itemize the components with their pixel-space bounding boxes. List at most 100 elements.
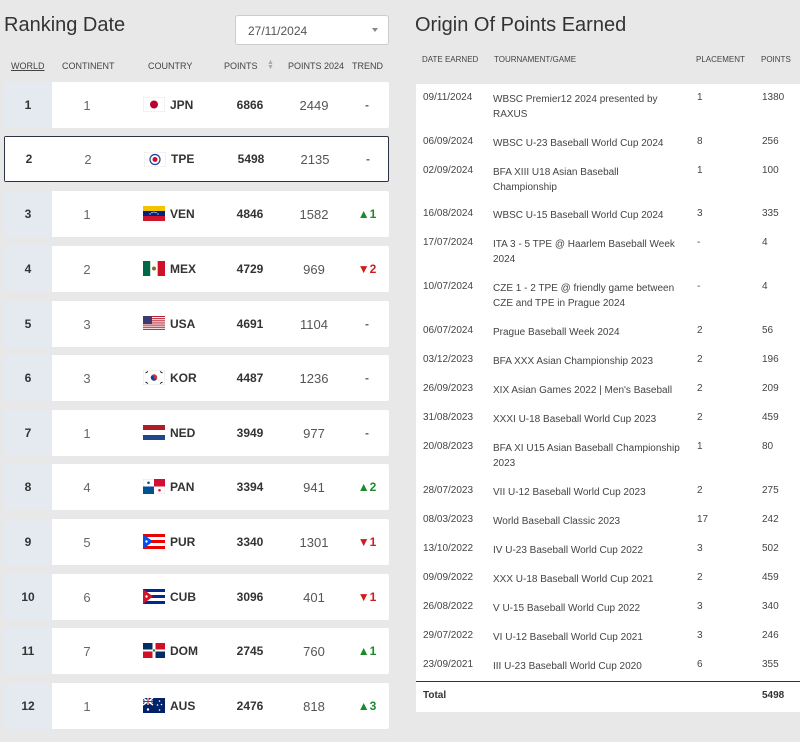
ranking-row[interactable]: 6 3 KOR 4487 1236 -: [4, 355, 389, 401]
flag-icon: [143, 534, 165, 549]
world-rank: 6: [4, 355, 52, 401]
ranking-row[interactable]: 3 1 VEN 4846 1582 ▲1: [4, 191, 389, 237]
ranking-row[interactable]: 10 6 CUB 3096 401 ▼1: [4, 574, 389, 620]
continent-rank: 5: [83, 534, 91, 550]
points-value: 3096: [236, 590, 264, 604]
ranking-date-title: Ranking Date: [4, 14, 126, 36]
continent-rank: 2: [83, 261, 91, 277]
points-value: 4691: [236, 317, 264, 331]
world-rank: 1: [4, 82, 52, 128]
ranking-row[interactable]: 4 2 MEX 4729 969 ▼2: [4, 246, 389, 292]
ranking-row[interactable]: 8 4 PAN 3394 941 ▲2: [4, 464, 389, 510]
points-value: 2476: [236, 699, 264, 713]
ranking-date-select[interactable]: 27/11/2024: [235, 15, 389, 45]
placement-value: 1: [697, 92, 703, 103]
placement-value: 17: [697, 514, 709, 525]
trend-value: -: [365, 317, 369, 331]
header-points[interactable]: POINTS: [224, 61, 258, 71]
world-rank: 4: [4, 246, 52, 292]
points-value: 4846: [236, 207, 264, 221]
trend-value: ▼2: [357, 262, 377, 276]
ranking-row[interactable]: 12 1 AUS 2476 818 ▲3: [4, 683, 389, 729]
origin-table: Total 5498 09/11/2024 WBSC Premier12 2024…: [416, 84, 800, 712]
ranking-row[interactable]: 9 5 PUR 3340 1301 ▼1: [4, 519, 389, 565]
points-2024-value: 1301: [299, 534, 329, 550]
tournament-name: ITA 3 - 5 TPE @ Haarlem Baseball Week 20…: [493, 239, 675, 265]
points-2024-value: 1236: [299, 370, 329, 386]
header-trend[interactable]: TREND: [352, 61, 383, 71]
date-earned: 09/09/2022: [423, 572, 474, 583]
ranking-row[interactable]: 1 1 JPN 6866 2449 -: [4, 82, 389, 128]
points-value: 5498: [237, 152, 265, 166]
origin-points-value: 275: [762, 485, 779, 496]
header-placement: PLACEMENT: [696, 55, 745, 64]
continent-rank: 3: [83, 316, 91, 332]
flag-icon: [142, 96, 166, 113]
world-rank: 11: [4, 628, 52, 674]
date-earned: 03/12/2023: [423, 354, 474, 365]
continent-rank: 6: [83, 589, 91, 605]
tournament-name: Prague Baseball Week 2024: [493, 327, 620, 338]
continent-rank: 3: [83, 370, 91, 386]
flag-icon: [143, 261, 165, 276]
placement-value: 2: [697, 325, 703, 336]
header-world[interactable]: WORLD: [11, 61, 45, 71]
placement-value: 1: [697, 441, 703, 452]
flag-icon: [143, 643, 165, 658]
placement-value: 3: [697, 543, 703, 554]
placement-value: 8: [697, 136, 703, 147]
chevron-down-icon: [372, 28, 378, 32]
total-value: 5498: [762, 690, 785, 701]
ranking-row[interactable]: 2 2 TPE 5498 2135 -: [4, 136, 389, 182]
country-code: TPE: [171, 152, 195, 166]
origin-points-value: 196: [762, 354, 779, 365]
world-rank: 7: [4, 410, 52, 456]
points-2024-value: 401: [303, 589, 325, 605]
origin-points-value: 100: [762, 165, 779, 176]
trend-value: ▲1: [357, 207, 377, 221]
flag-icon: [143, 316, 165, 331]
ranking-row[interactable]: 11 7 DOM 2745 760 ▲1: [4, 628, 389, 674]
country-code: USA: [170, 317, 196, 331]
placement-value: 2: [697, 354, 703, 365]
header-points-2024[interactable]: POINTS 2024: [288, 61, 345, 71]
tournament-name: WBSC U-23 Baseball World Cup 2024: [493, 138, 664, 149]
header-continent[interactable]: CONTINENT: [62, 61, 115, 71]
points-2024-value: 941: [303, 479, 325, 495]
world-rank: 3: [4, 191, 52, 237]
placement-value: -: [697, 237, 701, 248]
date-earned: 23/09/2021: [423, 659, 474, 670]
country-code: AUS: [170, 699, 196, 713]
points-2024-value: 760: [303, 643, 325, 659]
country-code: VEN: [170, 207, 195, 221]
date-earned: 13/10/2022: [423, 543, 474, 554]
tournament-name: WBSC U-15 Baseball World Cup 2024: [493, 210, 664, 221]
trend-value: ▲3: [357, 699, 377, 713]
flag-icon: [143, 589, 165, 604]
country-code: PAN: [170, 480, 195, 494]
country-code: PUR: [170, 535, 196, 549]
tournament-name: CZE 1 - 2 TPE @ friendly game between CZ…: [493, 283, 675, 309]
continent-rank: 1: [83, 206, 91, 222]
trend-value: ▼1: [357, 590, 377, 604]
trend-value: -: [365, 426, 369, 440]
origin-points-value: 56: [762, 325, 774, 336]
placement-value: 3: [697, 630, 703, 641]
points-2024-value: 2135: [300, 151, 330, 167]
trend-value: -: [365, 371, 369, 385]
header-country[interactable]: COUNTRY: [148, 61, 193, 71]
points-value: 6866: [236, 98, 264, 112]
trend-value: ▼1: [357, 535, 377, 549]
date-earned: 26/08/2022: [423, 601, 474, 612]
tournament-name: WBSC Premier12 2024 presented by RAXUS: [493, 94, 658, 120]
ranking-row[interactable]: 5 3 USA 4691 1104 -: [4, 301, 389, 347]
date-earned: 17/07/2024: [423, 237, 474, 248]
date-earned: 06/07/2024: [423, 325, 474, 336]
placement-value: 3: [697, 208, 703, 219]
sort-icon[interactable]: ▲ ▼: [267, 59, 274, 71]
origin-points-value: 80: [762, 441, 774, 452]
placement-value: 2: [697, 572, 703, 583]
ranking-row[interactable]: 7 1 NED 3949 977 -: [4, 410, 389, 456]
ranking-panel: Ranking Date 27/11/2024 WORLD CONTINENT …: [0, 0, 392, 742]
trend-value: ▲1: [357, 644, 377, 658]
